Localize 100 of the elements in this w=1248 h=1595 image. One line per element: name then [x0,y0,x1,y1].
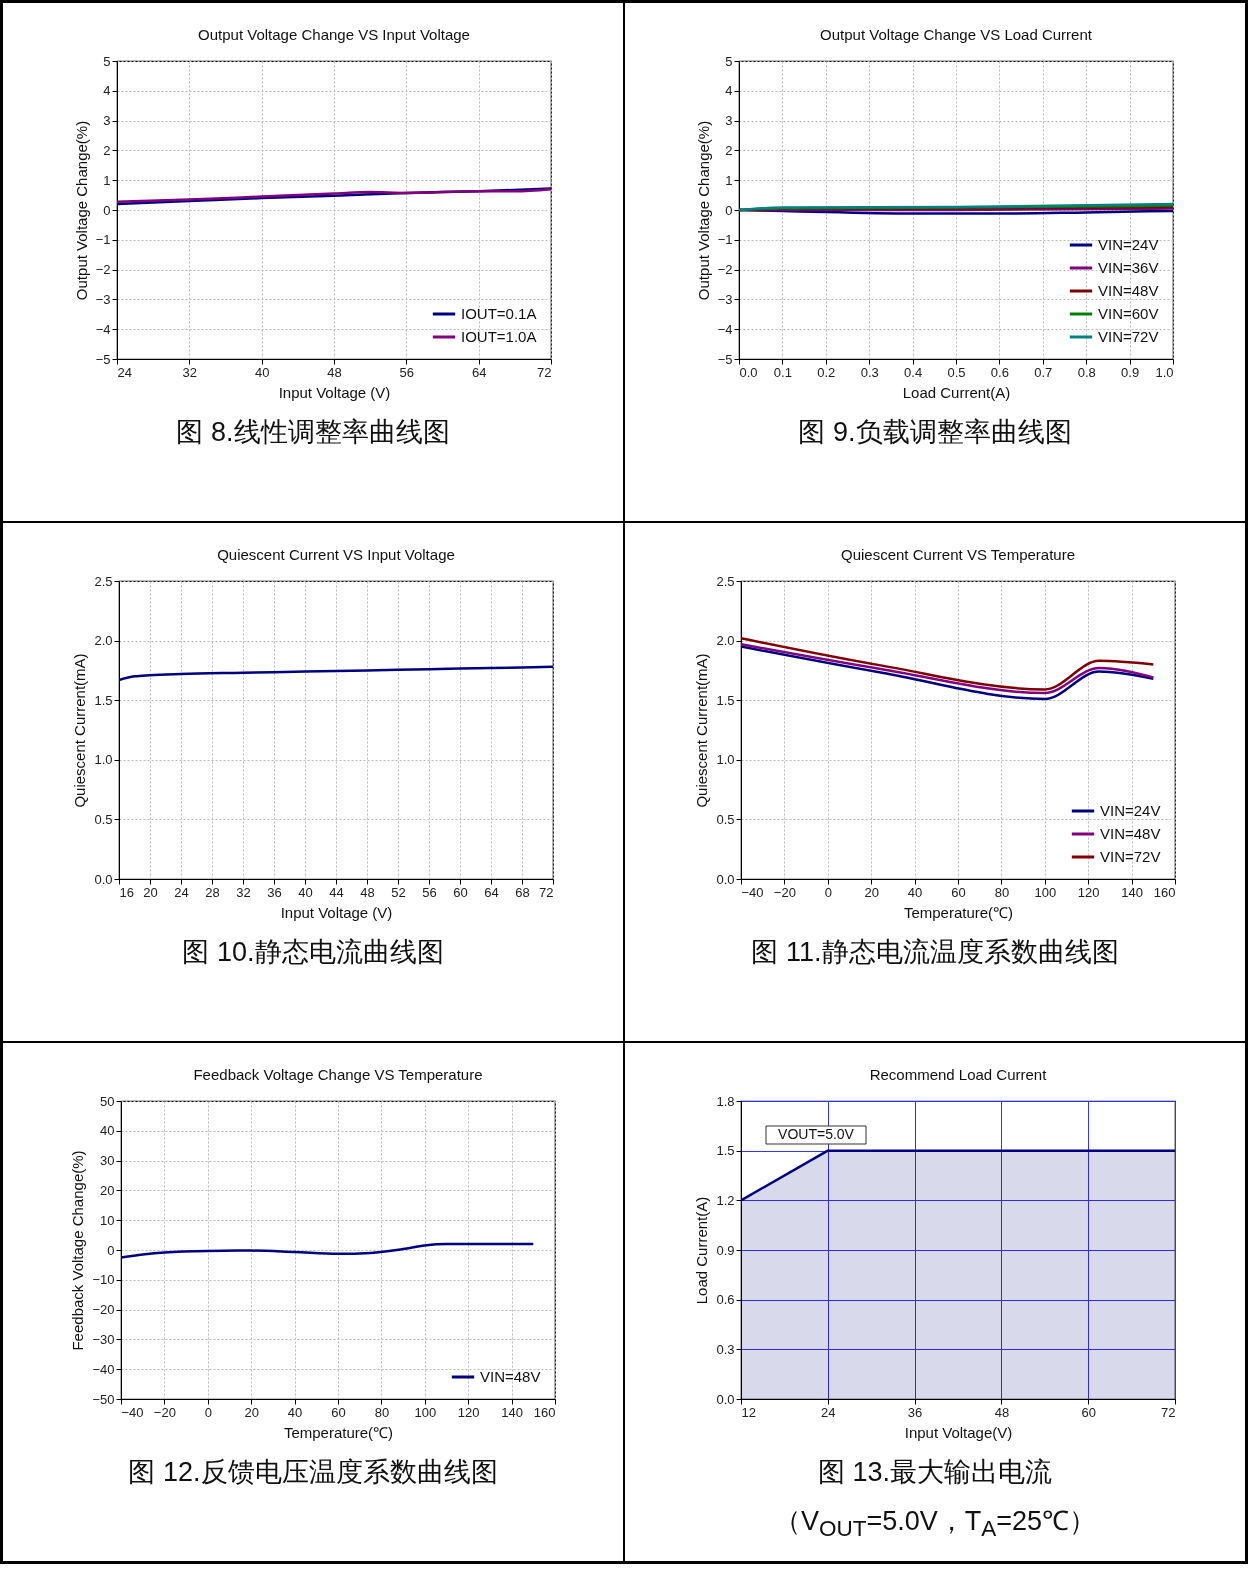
y-tick-label: 1.5 [94,692,113,708]
x-tick-label: −20 [773,884,796,900]
y-tick-label: 2.5 [716,573,735,589]
y-tick-label: 2.0 [716,633,735,649]
x-tick-label: 52 [391,884,406,900]
y-tick-label: 1.0 [94,752,113,768]
y-tick-label: −1 [95,232,111,248]
y-tick-label: 0 [103,202,111,218]
chart-title: Feedback Voltage Change VS Temperature [193,1066,483,1083]
x-tick-label: 68 [515,884,530,900]
y-tick-label: 5 [103,53,111,69]
y-tick-label: 1.0 [716,752,735,768]
y-tick-label: −5 [95,351,111,367]
y-tick-label: 30 [100,1153,115,1169]
x-tick-label: 0.5 [947,364,966,380]
y-tick-label: 40 [100,1123,115,1139]
chart-title: Output Voltage Change VS Load Current [820,26,1093,43]
y-tick-label: −4 [95,321,111,337]
y-tick-label: −50 [92,1391,115,1407]
x-axis-title: Temperature(℃) [283,1423,394,1441]
y-axis-title: Quiescent Current(mA) [71,653,89,808]
legend-label: VIN=48V [1100,825,1161,842]
x-tick-label: 72 [1161,1404,1176,1420]
legend-label: VIN=72V [1098,328,1159,345]
y-axis-title: Feedback Voltage Change(%) [69,1150,87,1351]
y-axis-title: Output Voltage Change(%) [694,120,712,301]
x-axis-title: Input Voltage(V) [904,1423,1013,1441]
x-axis-title: Load Current(A) [902,383,1011,401]
x-tick-label: 60 [331,1404,346,1420]
x-tick-label: 0.9 [1121,364,1140,380]
chart-title: Quiescent Current VS Input Voltage [217,546,455,563]
y-tick-label: −20 [92,1302,115,1318]
legend-label: VIN=24V [1100,802,1161,819]
x-tick-label: 64 [484,884,499,900]
y-tick-label: 20 [100,1182,115,1198]
x-tick-label: −40 [741,884,764,900]
x-tick-label: 32 [182,364,198,380]
y-tick-label: −5 [717,351,733,367]
y-tick-label: 4 [103,83,111,99]
series-label: VOUT=5.0V [778,1126,855,1142]
x-tick-label: 80 [994,884,1010,900]
x-tick-label: 60 [951,884,966,900]
x-axis-title: Input Voltage (V) [278,383,391,401]
x-tick-label: 0.2 [817,364,836,380]
caption: 图 13.最大输出电流 [817,1456,1053,1489]
chart-title: Quiescent Current VS Temperature [840,546,1076,563]
y-tick-label: 50 [100,1093,115,1109]
x-tick-label: 24 [174,884,189,900]
y-tick-label: 2 [103,142,111,158]
x-tick-label: 72 [537,364,552,380]
y-tick-label: 0.0 [716,871,735,887]
x-tick-label: 40 [907,884,923,900]
x-tick-label: 0.1 [773,364,792,380]
x-tick-label: 120 [457,1404,480,1420]
x-tick-label: 24 [117,364,132,380]
y-tick-label: 0.0 [716,1391,735,1407]
y-tick-label: −2 [717,262,733,278]
y-tick-label: 0.3 [716,1341,735,1357]
x-tick-label: 40 [298,884,313,900]
y-axis-title: Load Current(A) [693,1196,711,1305]
x-tick-label: 72 [539,884,554,900]
chart-title: Recommend Load Current [869,1066,1048,1083]
x-tick-label: 60 [1081,1404,1096,1420]
y-tick-label: 1.5 [716,1143,735,1159]
y-tick-label: 1.5 [716,692,735,708]
caption: 图 12.反馈电压温度系数曲线图 [128,1456,498,1489]
legend-label: VIN=48V [1098,282,1159,299]
x-tick-label: 64 [471,364,487,380]
y-tick-label: 0 [725,202,733,218]
x-tick-label: 140 [1121,884,1143,900]
x-tick-label: 44 [329,884,344,900]
y-tick-label: 0.9 [716,1242,735,1258]
legend-label: IOUT=1.0A [461,328,537,345]
x-tick-label: 40 [254,364,270,380]
y-tick-label: −2 [95,262,111,278]
x-axis-title: Input Voltage (V) [280,903,393,921]
x-axis-title: Temperature(℃) [903,903,1014,921]
x-tick-label: 60 [453,884,468,900]
y-tick-label: 0 [107,1242,115,1258]
x-tick-label: 24 [821,1404,836,1420]
y-tick-label: 2.0 [94,633,113,649]
x-tick-label: 80 [374,1404,390,1420]
x-tick-label: 120 [1077,884,1100,900]
x-tick-label: 0 [204,1404,212,1420]
y-tick-label: −3 [717,291,733,307]
x-tick-label: 40 [287,1404,303,1420]
x-tick-label: 16 [119,884,134,900]
x-tick-label: 100 [414,1404,437,1420]
x-tick-label: 0.6 [990,364,1009,380]
x-tick-label: 48 [994,1404,1010,1420]
legend-label: VIN=48V [480,1368,541,1385]
y-tick-label: 1 [725,172,733,188]
chart-title: Output Voltage Change VS Input Voltage [198,26,470,43]
x-tick-label: 0.8 [1077,364,1096,380]
x-tick-label: 100 [1034,884,1057,900]
x-tick-label: 160 [1153,884,1176,900]
legend-label: VIN=36V [1098,259,1159,276]
x-tick-label: 20 [244,1404,259,1420]
x-tick-label: 0.0 [739,364,758,380]
x-tick-label: 12 [741,1404,756,1420]
